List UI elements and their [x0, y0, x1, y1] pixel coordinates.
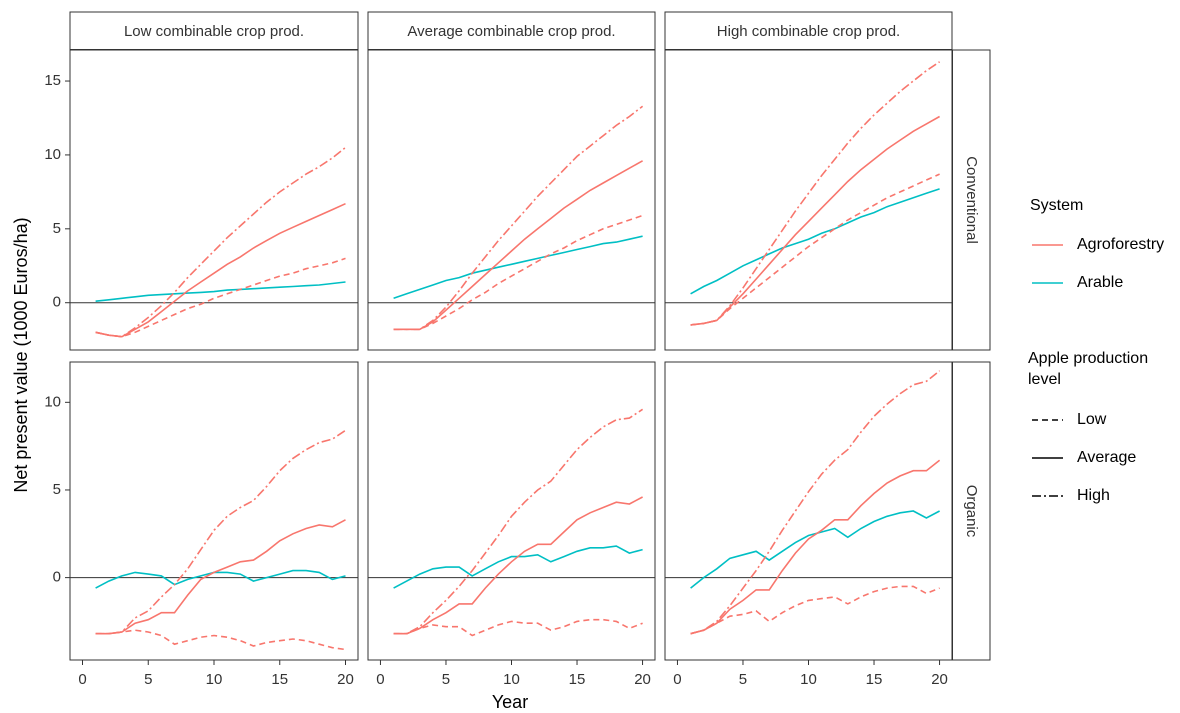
- strip: [69, 11, 359, 51]
- series-line: [95, 629, 346, 651]
- series-line: [393, 160, 643, 331]
- legend-label: Agroforestry: [1077, 236, 1164, 253]
- x-tick-label: 20: [337, 671, 354, 688]
- series-line: [393, 496, 643, 635]
- series-line: [95, 569, 346, 589]
- series-line: [690, 61, 941, 326]
- x-tick-label: 0: [673, 671, 681, 688]
- y-tick-label: 0: [53, 294, 61, 311]
- legend-title: Apple production level: [1028, 350, 1149, 388]
- x-tick-label: 10: [206, 671, 223, 688]
- strip: [951, 361, 991, 661]
- series-line: [690, 585, 940, 635]
- panel: [664, 49, 953, 351]
- strip: [367, 11, 656, 51]
- panel: [367, 361, 656, 661]
- series-line: [690, 459, 941, 635]
- column-label: High combinable crop prod.: [717, 23, 900, 40]
- x-tick-label: 20: [634, 671, 651, 688]
- column-label: Low combinable crop prod.: [124, 23, 304, 40]
- legend-title: System: [1030, 197, 1083, 214]
- series-line: [690, 173, 940, 326]
- series-line: [95, 519, 346, 635]
- x-tick-label: 5: [144, 671, 152, 688]
- series-line: [690, 115, 940, 326]
- row-label: Conventional: [963, 156, 980, 244]
- series-line: [393, 618, 643, 637]
- x-tick-label: 20: [931, 671, 948, 688]
- strip: [664, 11, 953, 51]
- x-axis-title: Year: [492, 692, 528, 712]
- y-axis-title: Net present value (1000 Euros/ha): [11, 217, 31, 492]
- x-tick-label: 10: [800, 671, 817, 688]
- y-tick-label: 0: [53, 569, 61, 586]
- y-tick-label: 5: [53, 220, 61, 237]
- column-label: Average combinable crop prod.: [407, 23, 615, 40]
- row-label: Organic: [963, 485, 980, 538]
- legend-label: Low: [1077, 411, 1107, 428]
- strip: [951, 49, 991, 351]
- series-line: [95, 257, 346, 338]
- y-tick-label: 10: [44, 393, 61, 410]
- x-tick-label: 15: [866, 671, 883, 688]
- series-line: [95, 202, 346, 338]
- panel: [69, 361, 359, 661]
- panel: [367, 49, 656, 351]
- panel: [69, 49, 359, 351]
- x-tick-label: 5: [442, 671, 450, 688]
- series-line: [690, 188, 940, 295]
- x-tick-label: 10: [503, 671, 520, 688]
- legend-label: High: [1077, 487, 1110, 504]
- panel: [664, 361, 953, 661]
- series-line: [393, 214, 643, 331]
- x-tick-label: 0: [376, 671, 384, 688]
- series-line: [393, 105, 644, 331]
- legend-title: Apple production level: [1028, 350, 1149, 388]
- x-tick-label: 15: [271, 671, 288, 688]
- x-tick-label: 15: [569, 671, 586, 688]
- legend-label: Average: [1077, 449, 1136, 466]
- series-line: [95, 429, 346, 635]
- series-line: [393, 235, 643, 300]
- x-tick-label: 0: [78, 671, 86, 688]
- series-line: [95, 281, 346, 302]
- y-tick-label: 15: [44, 72, 61, 89]
- y-tick-label: 10: [44, 146, 61, 163]
- x-tick-label: 5: [739, 671, 747, 688]
- legend-label: Arable: [1077, 274, 1123, 291]
- series-line: [393, 408, 644, 635]
- y-tick-label: 5: [53, 481, 61, 498]
- series-line: [690, 370, 941, 635]
